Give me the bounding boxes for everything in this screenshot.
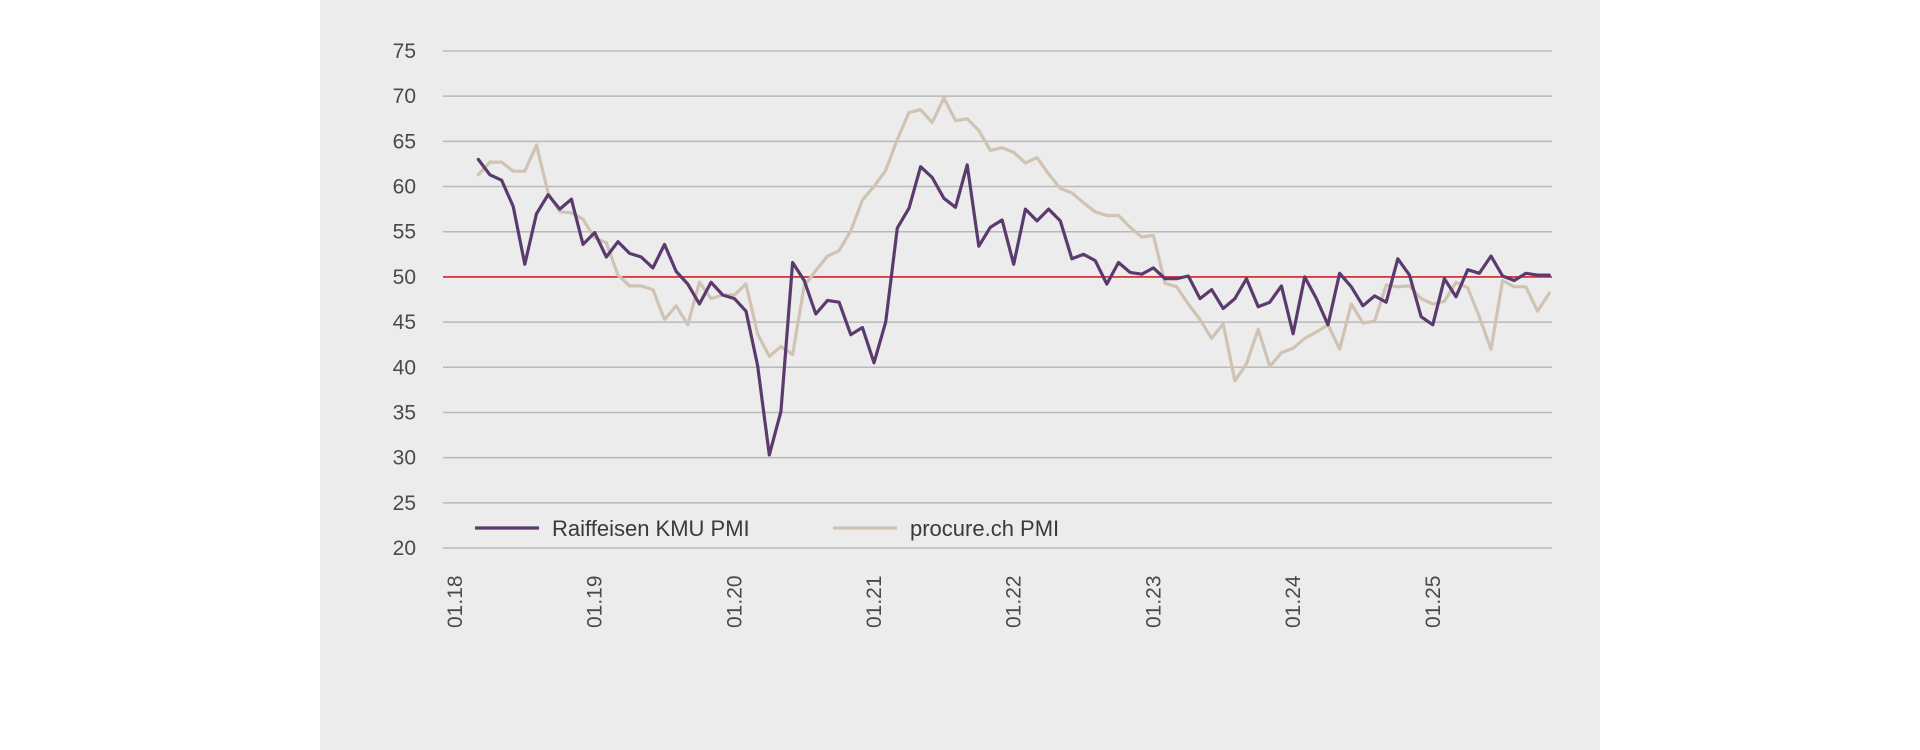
y-tick-label-45: 45: [393, 311, 416, 334]
series-line-raiffeisen-kmu-pmi: [476, 157, 1551, 457]
x-tick-label-01-21: 01.21: [863, 575, 886, 628]
x-tick-label-01-23: 01.23: [1142, 575, 1165, 628]
y-tick-label-20: 20: [393, 537, 416, 560]
y-tick-label-50: 50: [393, 266, 416, 289]
x-tick-label-01-24: 01.24: [1282, 575, 1305, 628]
legend-label-raiffeisen-kmu-pmi: Raiffeisen KMU PMI: [552, 516, 750, 541]
series-lines: [476, 96, 1551, 457]
y-tick-label-25: 25: [393, 492, 416, 515]
y-tick-label-55: 55: [393, 221, 416, 244]
legend-label-procure-ch-pmi: procure.ch PMI: [910, 516, 1059, 541]
y-tick-label-70: 70: [393, 85, 416, 108]
y-axis-ticks: 20 25 30 35 40 45 50 55 60 65 70 75: [393, 40, 416, 560]
y-tick-label-35: 35: [393, 401, 416, 424]
y-tick-label-30: 30: [393, 447, 416, 470]
y-tick-label-60: 60: [393, 176, 416, 199]
chart-panel: 20 25 30 35 40 45 50 55 60 65 70 75 01.18 01.19 01.20…: [320, 0, 1600, 750]
x-tick-label-01-22: 01.22: [1003, 575, 1026, 628]
x-tick-label-01-25: 01.25: [1422, 575, 1445, 628]
x-axis-ticks: 01.18 01.19 01.20 01.21 01.22 01.23 01.24 01.25: [444, 575, 1445, 628]
grid-lines: [443, 50, 1552, 549]
x-tick-label-01-19: 01.19: [584, 575, 607, 628]
y-tick-label-65: 65: [393, 130, 416, 153]
pmi-line-chart: 20 25 30 35 40 45 50 55 60 65 70 75 01.18 01.19 01.20…: [393, 40, 1552, 628]
legend: Raiffeisen KMU PMI procure.ch PMI: [475, 516, 1059, 541]
series-line-procure-ch-pmi: [476, 96, 1551, 383]
x-tick-label-01-20: 01.20: [723, 575, 746, 628]
x-tick-label-01-18: 01.18: [444, 575, 467, 628]
y-tick-label-75: 75: [393, 40, 416, 63]
y-tick-label-40: 40: [393, 356, 416, 379]
